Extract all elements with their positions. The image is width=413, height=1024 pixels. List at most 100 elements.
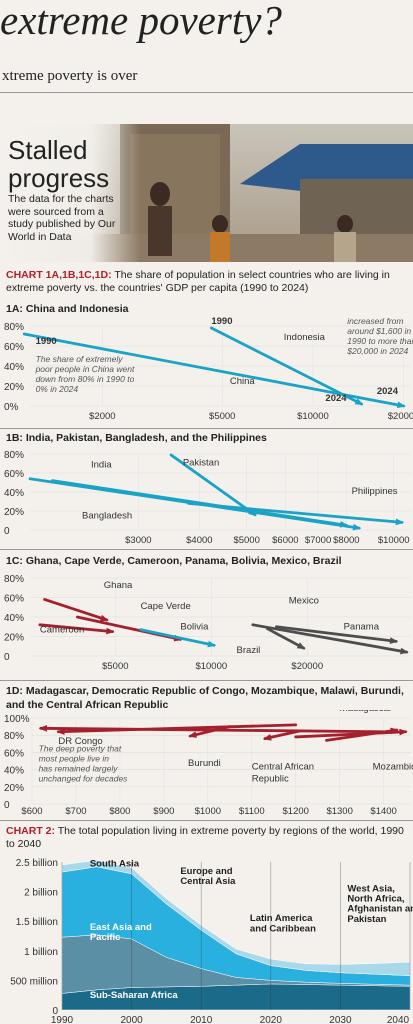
chart1a-annotation: China xyxy=(230,376,256,387)
chart1d-note-line: The deep poverty that xyxy=(39,744,122,754)
chart1b-xtick-label: $5000 xyxy=(233,535,259,546)
chart1a-note-line: 1990 to more than xyxy=(347,336,413,346)
subheadline: xtreme poverty is over xyxy=(2,68,138,84)
chart1d-note-line: most people live in xyxy=(39,754,110,764)
chart1c-ytick-label: 20% xyxy=(4,633,24,644)
chart1d-ytick-label: 20% xyxy=(4,783,24,794)
chart2-ytick-label: 1 billion xyxy=(24,947,58,958)
chart1a-xtick-label: $5000 xyxy=(209,411,235,422)
chart1a-ytick-label: 20% xyxy=(4,382,24,393)
chart2-region-label: North Africa, xyxy=(347,894,404,905)
chart1a-plot: 80% 60% 40% 20% 0% $2000 $5000 $10000 $20000 1990… xyxy=(4,316,413,422)
chart1d-xtick-label: $800 xyxy=(109,806,130,817)
chart1d-plot: 100% 80% 60% 40% 20% 0 $600 $700 $800 $900 $1000 $1… xyxy=(4,710,413,817)
chart1c-annotation: Bolivia xyxy=(180,622,209,633)
chart1b-xtick-label: $3000 xyxy=(125,535,151,546)
chart1a-arrowhead xyxy=(354,398,364,405)
chart1d-ytick-label: 80% xyxy=(4,731,24,742)
chart1d-series-dr-congo xyxy=(56,723,298,734)
chart1b-arrowhead xyxy=(395,518,404,526)
chart1a-annotation: 1990 xyxy=(36,336,57,347)
chart1c-annotation: Mexico xyxy=(289,595,319,606)
chart1b-annotation: Philippines xyxy=(352,486,398,497)
chart1b-series-philippines xyxy=(187,502,404,524)
chart2-region-label: Afghanistan and xyxy=(347,904,413,915)
chart1d-annotation: Burundi xyxy=(188,758,221,769)
chart1a-note-line: poor people in China went xyxy=(35,364,135,374)
chart1c-annotation: Cameroon xyxy=(40,625,84,636)
chart1a-arrowhead xyxy=(396,401,406,409)
chart1c-series-bolivia xyxy=(139,628,216,647)
chart1b-xtick-label: $10000 xyxy=(378,535,410,546)
chart1a-title: 1A: China and Indonesia xyxy=(6,303,129,315)
chart1c-plot: 80% 60% 40% 20% 0 $5000 $10000 $20000 Ghana Cape … xyxy=(4,574,410,672)
chart1c-annotation: Cape Verde xyxy=(141,601,191,612)
chart1d-ytick-label: 40% xyxy=(4,766,24,777)
divider xyxy=(0,549,413,550)
chart1d-ytick-label: 60% xyxy=(4,748,24,759)
chart1d-note-line: has remained largely xyxy=(39,764,119,774)
chart1-heading: CHART 1A,1B,1C,1D: The share of populati… xyxy=(6,269,408,295)
chart1b-arrowhead xyxy=(352,523,362,531)
chart1a-annotation: Indonesia xyxy=(284,332,326,343)
divider xyxy=(0,680,413,681)
feature-note: The data for the charts were sourced fro… xyxy=(8,193,116,243)
chart1a-series-indonesia xyxy=(209,326,363,406)
chart1d-arrowhead xyxy=(263,734,272,741)
chart1c-series-mexico xyxy=(274,625,398,643)
chart1c-series-ghana xyxy=(43,598,109,622)
chart1d-xtick-label: $600 xyxy=(21,806,42,817)
chart1a-ytick-label: 80% xyxy=(4,322,24,333)
chart2-xtick-label: 2020 xyxy=(260,1015,283,1024)
chart1b-xtick-label: $6000 xyxy=(272,535,298,546)
chart1b-title: 1B: India, Pakistan, Bangladesh, and the… xyxy=(6,432,267,444)
chart2-region-label: Europe and xyxy=(180,866,232,877)
chart1c-ytick-label: 60% xyxy=(4,594,24,605)
chart1a-xtick-label: $20000 xyxy=(388,411,413,422)
chart1c-annotation: Ghana xyxy=(104,580,133,591)
chart1d-annotation: Madagascar xyxy=(340,710,392,714)
chart1b-plot: 80% 60% 40% 20% 0 $3000 $4000 $5000 $6000 $7000 $8… xyxy=(4,450,410,546)
chart1c-xtick-label: $10000 xyxy=(195,661,227,672)
headline: extreme poverty? xyxy=(0,0,282,43)
chart1a-note-line: increased from xyxy=(347,316,403,326)
chart1b-arrowhead xyxy=(339,521,349,528)
chart1b-ytick-label: 60% xyxy=(4,469,24,480)
divider xyxy=(0,92,413,93)
chart2-xtick-label: 1990 xyxy=(51,1015,74,1024)
chart1d-xtick-label: $1400 xyxy=(370,806,396,817)
chart1a-annotation: 2024 xyxy=(325,393,347,404)
chart2-xtick-label: 2010 xyxy=(190,1015,213,1024)
divider xyxy=(0,428,413,429)
divider xyxy=(0,820,413,821)
chart2-region-label: East Asia and xyxy=(90,922,152,933)
chart1c-ytick-label: 0 xyxy=(4,652,10,663)
chart1a-note-line: down from 80% in 1990 to xyxy=(36,374,135,384)
chart1a-note-line: $20,000 in 2024 xyxy=(346,346,408,356)
chart1b-xtick-label: $8000 xyxy=(333,535,359,546)
chart1d-xtick-label: $900 xyxy=(153,806,174,817)
chart2-region-label: and Caribbean xyxy=(250,923,316,934)
chart1d-arrowhead xyxy=(56,728,65,735)
chart1b-ytick-label: 20% xyxy=(4,507,24,518)
chart2-ytick-label: 1.5 billion xyxy=(16,917,58,928)
chart1b-annotation: Pakistan xyxy=(183,457,219,468)
chart1c-arrowhead xyxy=(296,642,306,650)
feature-photo xyxy=(0,124,413,262)
chart1a-ytick-label: 40% xyxy=(4,362,24,373)
feature-title-line2: progress xyxy=(8,163,110,193)
chart1c-title: 1C: Ghana, Cape Verde, Cameroon, Panama,… xyxy=(6,555,342,567)
chart2-plot: 2.5 billion 2 billion 1.5 billion 1 billion… xyxy=(10,858,413,1024)
chart2-ytick-label: 2 billion xyxy=(24,888,58,899)
chart1d-xtick-label: $1000 xyxy=(195,806,221,817)
chart1b-ytick-label: 80% xyxy=(4,450,24,461)
chart1-heading-label: CHART 1A,1B,1C,1D: xyxy=(6,269,112,281)
chart1d-title: 1D: Madagascar, Democratic Republic of C… xyxy=(6,685,404,711)
chart1d-arrowhead xyxy=(188,731,197,738)
chart2-xtick-label: 2040 xyxy=(387,1015,410,1024)
chart2-ytick-label: 2.5 billion xyxy=(16,858,58,869)
chart1d-xtick-label: $700 xyxy=(65,806,86,817)
chart2-xtick-label: 2000 xyxy=(120,1015,143,1024)
chart2-region-label: Pacific xyxy=(90,932,121,943)
chart1d-annotation: Mozambique xyxy=(373,762,413,773)
